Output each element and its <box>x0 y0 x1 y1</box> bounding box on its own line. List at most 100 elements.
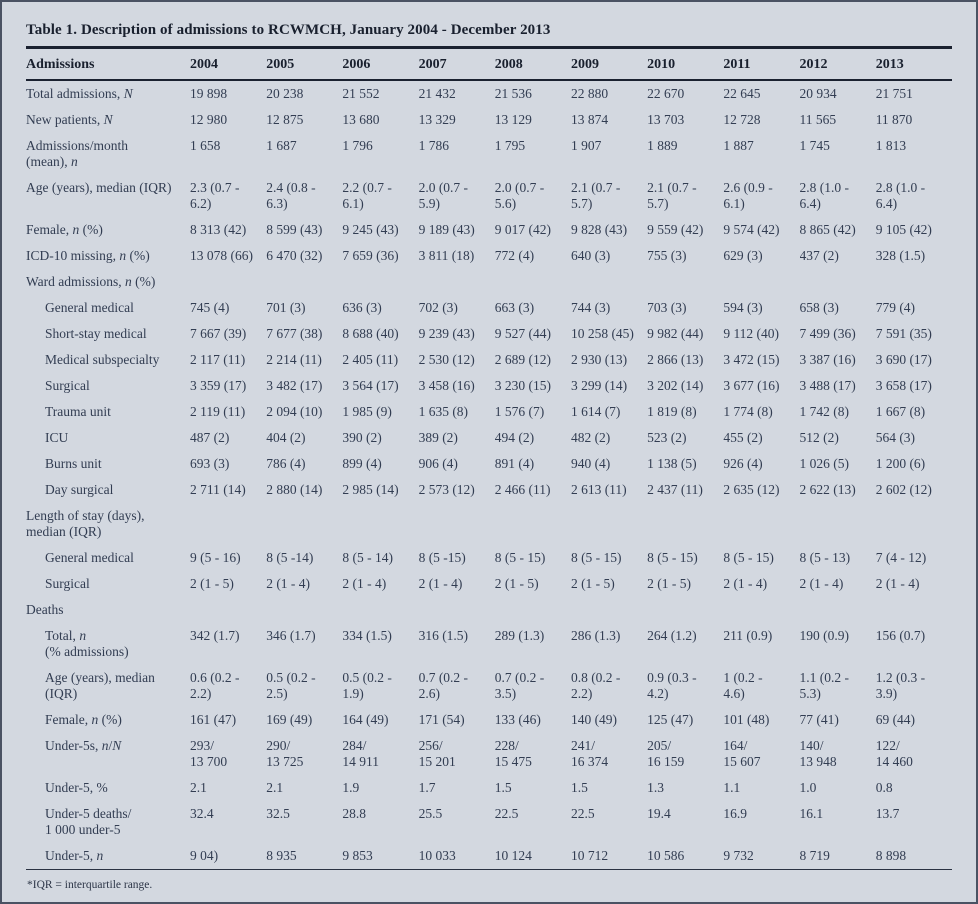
value-cell: 2.6 (0.9 - 6.1) <box>723 180 773 211</box>
value-cell: 9 574 (42) <box>723 222 780 237</box>
value-cell: 2 880 (14) <box>266 482 323 497</box>
table-row: Under-5 deaths/ 1 000 under-5 32.4 32.5 28.… <box>26 801 952 843</box>
value-cell: 161 (47) <box>190 712 237 727</box>
table-row: Female, n (%) 161 (47) 169 (49) 164 (49) 171… <box>26 707 952 733</box>
value-cell: 1.2 (0.3 - 3.9) <box>875 670 926 701</box>
value-cell: 1.5 <box>494 780 512 795</box>
value-cell: 8 (5 -14) <box>266 550 314 565</box>
value-cell: 9 112 (40) <box>723 326 780 341</box>
value-cell: 1.7 <box>418 780 436 795</box>
value-cell: 7 667 (39) <box>190 326 247 341</box>
value-cell: 13 874 <box>570 112 609 127</box>
value-cell: 0.5 (0.2 - 2.5) <box>266 670 316 701</box>
table-row: ICU 487 (2) 404 (2) 390 (2) 389 (2) 494 (2) 48… <box>26 425 952 451</box>
value-cell: 3 690 (17) <box>875 352 932 367</box>
value-cell: 9 527 (44) <box>494 326 551 341</box>
value-cell: 21 432 <box>418 86 456 101</box>
value-cell: 629 (3) <box>723 248 763 263</box>
value-cell: 190 (0.9) <box>799 628 850 643</box>
table-row: Total, n (% admissions) 342 (1.7) 346 (1.7… <box>26 623 952 665</box>
value-cell: 1 786 <box>418 138 449 153</box>
row-label: Under-5 deaths/ 1 000 under-5 <box>45 806 132 837</box>
row-label: Female, n (%) <box>45 712 122 727</box>
value-cell: 13 703 <box>647 112 685 127</box>
value-cell: 899 (4) <box>342 456 382 471</box>
value-cell: 2 (1 - 5) <box>190 576 234 591</box>
value-cell: 8 719 <box>799 843 876 870</box>
value-cell: 3 811 (18) <box>418 248 475 263</box>
value-cell: 205/ 16 159 <box>647 738 685 769</box>
value-cell: 2 117 (11) <box>190 352 246 367</box>
value-cell: 636 (3) <box>342 300 382 315</box>
value-cell: 663 (3) <box>494 300 535 315</box>
row-label: New patients, N <box>26 112 113 127</box>
value-cell: 9 189 (43) <box>418 222 475 237</box>
value-cell: 334 (1.5) <box>342 628 392 643</box>
value-cell: 2 (1 - 4) <box>266 576 311 591</box>
value-cell: 3 482 (17) <box>266 378 323 393</box>
value-cell: 1 138 (5) <box>647 456 697 471</box>
row-label: Surgical <box>45 378 90 393</box>
row-label: Medical subspecialty <box>45 352 160 367</box>
value-cell: 2 985 (14) <box>342 482 399 497</box>
value-cell: 494 (2) <box>494 430 535 445</box>
value-cell: 13 078 (66) <box>190 248 253 263</box>
value-cell: 16.9 <box>723 806 747 821</box>
value-cell: 1 687 <box>266 138 297 153</box>
value-cell: 8 (5 - 15) <box>723 550 774 565</box>
value-cell: 1 907 <box>570 138 602 153</box>
value-cell: 69 (44) <box>875 712 916 727</box>
value-cell: 2 405 (11) <box>342 352 399 367</box>
value-cell: 2.4 (0.8 - 6.3) <box>266 180 316 211</box>
table-row: Female, n (%) 8 313 (42) 8 599 (43) 9 245 (… <box>26 217 952 243</box>
value-cell: 10 712 <box>570 843 648 870</box>
value-cell: 755 (3) <box>647 248 687 263</box>
value-cell: 2 711 (14) <box>190 482 246 497</box>
value-cell: 0.7 (0.2 - 2.6) <box>418 670 469 701</box>
row-label: Age (years), median (IQR) <box>45 670 155 701</box>
value-cell: 3 299 (14) <box>570 378 628 393</box>
row-label: Admissions/month (mean), n <box>26 138 129 169</box>
row-label: Total admissions, N <box>26 86 133 101</box>
value-cell: 1 796 <box>342 138 373 153</box>
value-cell: 2 (1 - 4) <box>875 576 920 591</box>
value-cell: 8 599 (43) <box>266 222 323 237</box>
value-cell: 2 119 (11) <box>190 404 246 419</box>
value-cell: 1 635 (8) <box>418 404 469 419</box>
value-cell: 6 470 (32) <box>266 248 323 263</box>
value-cell: 2 437 (11) <box>647 482 703 497</box>
row-label: Length of stay (days), median (IQR) <box>26 508 145 539</box>
value-cell: 786 (4) <box>266 456 306 471</box>
value-cell: 241/ 16 374 <box>570 738 609 769</box>
value-cell: 8 313 (42) <box>190 222 247 237</box>
table-title: Table 1. Description of admissions to RC… <box>26 22 551 38</box>
value-cell: 228/ 15 475 <box>494 738 532 769</box>
value-cell: 8 (5 - 15) <box>570 550 622 565</box>
value-cell: 286 (1.3) <box>570 628 621 643</box>
table-row: Day surgical 2 711 (14) 2 880 (14) 2 985 (1… <box>26 477 952 503</box>
value-cell: 906 (4) <box>418 456 458 471</box>
value-cell: 20 934 <box>799 86 837 101</box>
value-cell: 1 819 (8) <box>647 404 697 419</box>
table-row: General medical 9 (5 - 16) 8 (5 -14) 8 (5 -… <box>26 545 952 571</box>
value-cell: 487 (2) <box>190 430 230 445</box>
value-cell: 9 732 <box>723 843 800 870</box>
value-cell: 2.3 (0.7 - 6.2) <box>190 180 240 211</box>
value-cell: 744 (3) <box>570 300 611 315</box>
row-label: Under-5, % <box>45 780 108 795</box>
value-cell: 9 (5 - 16) <box>190 550 241 565</box>
value-cell: 1 576 (7) <box>494 404 545 419</box>
table-row: Age (years), median (IQR) 0.6 (0.2 - 2.2)… <box>26 665 952 707</box>
value-cell: 10 124 <box>494 843 571 870</box>
value-cell: 2.1 <box>266 780 284 795</box>
table-row: Surgical 2 (1 - 5) 2 (1 - 4) 2 (1 - 4) 2 (1 … <box>26 571 952 597</box>
value-cell: 256/ 15 201 <box>418 738 456 769</box>
table-footnote: *IQR = interquartile range. <box>27 879 153 891</box>
row-label: Deaths <box>26 602 64 617</box>
value-cell: 0.8 <box>875 780 893 795</box>
value-cell: 8 (5 - 13) <box>799 550 851 565</box>
value-cell: 2.8 (1.0 - 6.4) <box>875 180 926 211</box>
value-cell: 2 573 (12) <box>418 482 475 497</box>
value-cell: 2 (1 - 5) <box>647 576 691 591</box>
value-cell: 9 853 <box>342 843 419 870</box>
